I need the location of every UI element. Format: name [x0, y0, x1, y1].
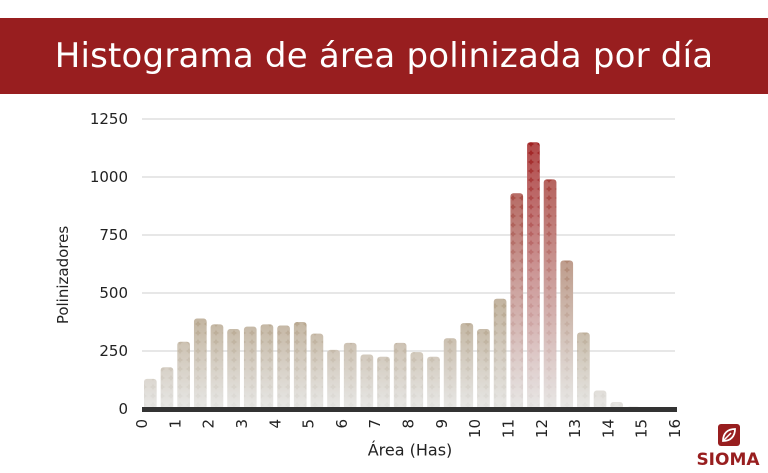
x-tick-label: 5 — [300, 419, 318, 429]
x-tick-label: 10 — [466, 419, 484, 438]
x-tick-label: 12 — [533, 419, 551, 438]
title-banner: Histograma de área polinizada por día — [0, 18, 768, 94]
x-tick-label: 9 — [433, 419, 451, 429]
chart-title: Histograma de área polinizada por día — [54, 36, 714, 76]
y-tick-label: 1000 — [90, 168, 128, 186]
x-tick-label: 14 — [599, 419, 617, 438]
sioma-logo: SIOMA — [693, 422, 763, 470]
logo-text: SIOMA — [696, 450, 760, 470]
y-tick-label: 250 — [99, 342, 128, 360]
x-axis-label: Área (Has) — [367, 440, 453, 460]
y-tick-label: 0 — [118, 400, 128, 418]
y-tick-label: 500 — [99, 284, 128, 302]
x-tick-label: 4 — [266, 419, 284, 429]
x-tick-label: 2 — [200, 419, 218, 429]
x-tick-label: 11 — [499, 419, 517, 438]
x-tick-label: 1 — [166, 419, 184, 429]
y-axis-label: Polinizadores — [54, 225, 72, 325]
leaf-icon — [718, 424, 740, 446]
x-tick-label: 0 — [133, 419, 151, 429]
y-tick-label: 1250 — [90, 110, 128, 128]
x-tick-label: 13 — [566, 419, 584, 438]
x-tick-label: 8 — [400, 419, 418, 429]
x-axis-baseline — [142, 407, 677, 412]
x-tick-label: 15 — [633, 419, 651, 438]
x-tick-label: 16 — [666, 419, 684, 438]
x-tick-label: 6 — [333, 419, 351, 429]
x-tick-label: 3 — [233, 419, 251, 429]
y-tick-label: 750 — [99, 226, 128, 244]
x-tick-label: 7 — [366, 419, 384, 429]
